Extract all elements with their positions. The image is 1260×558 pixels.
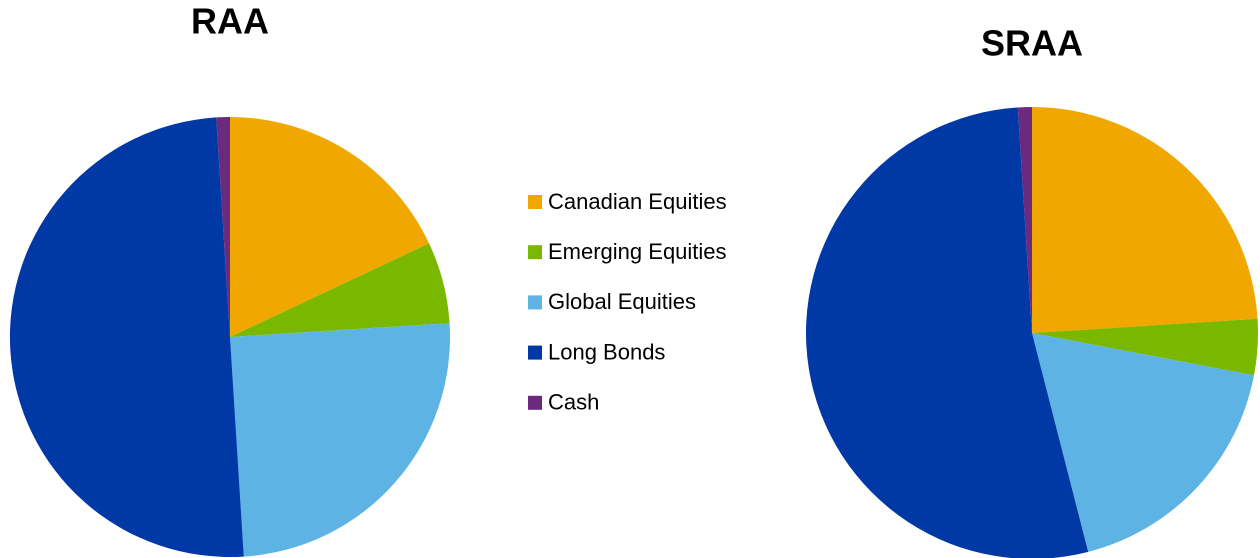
- legend-swatch: [528, 295, 542, 310]
- pie-slice: [1032, 107, 1258, 333]
- pie-slice: [216, 117, 230, 337]
- legend-swatch: [528, 245, 542, 260]
- legend-swatch: [528, 395, 542, 410]
- legend-label: Global Equities: [548, 289, 696, 314]
- pie-slice: [1032, 333, 1254, 552]
- pie-slice: [230, 117, 430, 337]
- chart-title: SRAA: [981, 23, 1083, 64]
- legend-label: Cash: [548, 390, 599, 415]
- pie-slice: [1017, 107, 1032, 333]
- pie-slice: [230, 243, 450, 337]
- pie-slice: [1032, 318, 1259, 376]
- legend-label: Emerging Equities: [548, 239, 727, 264]
- legend-label: Canadian Equities: [548, 189, 727, 214]
- legend-label: Long Bonds: [548, 339, 665, 364]
- legend-swatch: [528, 345, 542, 360]
- legend-swatch: [528, 195, 542, 209]
- pie-slice: [9, 117, 244, 558]
- pie-slice: [806, 107, 1089, 558]
- pie-slice: [230, 323, 450, 557]
- chart-title: RAA: [191, 1, 269, 42]
